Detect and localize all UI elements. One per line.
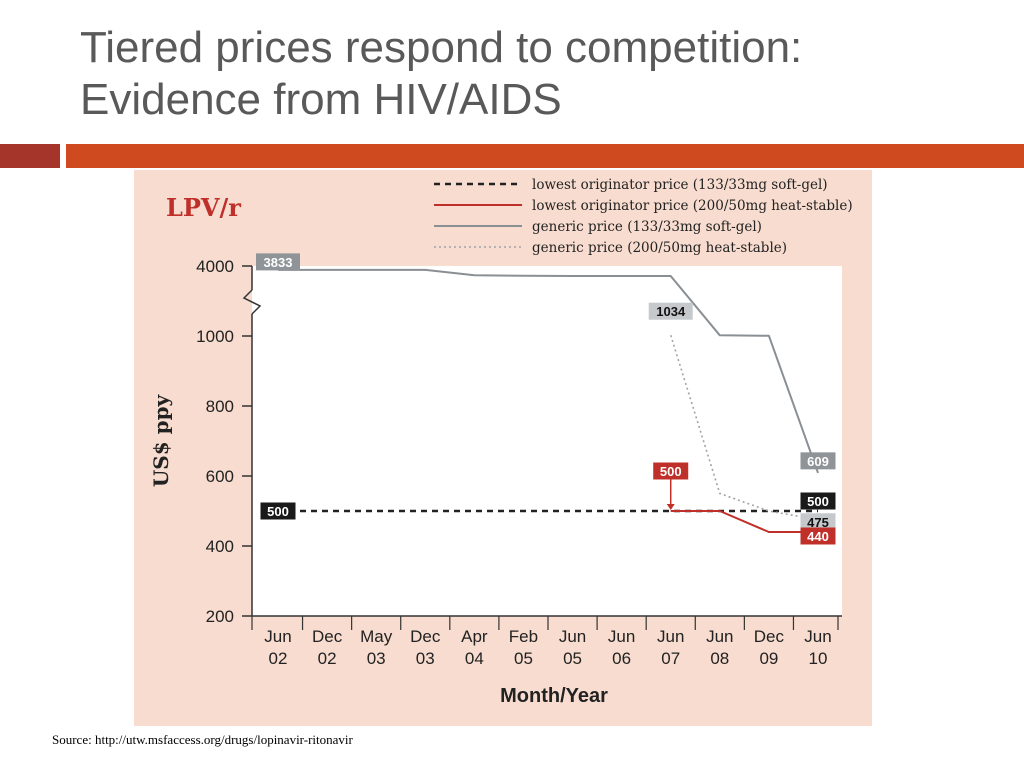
annotation-box (256, 253, 300, 271)
x-tick-label-year: 02 (269, 649, 288, 668)
slide-title: Tiered prices respond to competition: Ev… (80, 22, 980, 126)
x-tick-label-month: Dec (754, 627, 785, 646)
x-tick-label-month: Apr (461, 627, 488, 646)
x-tick-label-month: Jun (657, 627, 684, 646)
y-tick-label: 200 (206, 607, 234, 626)
annotation-box (260, 502, 296, 520)
x-tick-label-year: 02 (318, 649, 337, 668)
x-tick-label-year: 03 (416, 649, 435, 668)
y-axis-break (242, 289, 262, 315)
annotation-box (653, 462, 689, 480)
x-tick-label-year: 09 (759, 649, 778, 668)
annotation-label: 3833 (264, 255, 293, 270)
x-tick-label-month: Dec (410, 627, 441, 646)
x-tick-label-month: May (360, 627, 393, 646)
chart-title: LPV/r (166, 193, 241, 222)
y-tick-label: 4000 (196, 257, 234, 276)
x-tick-label-year: 07 (661, 649, 680, 668)
y-tick-label: 400 (206, 537, 234, 556)
annotation-label: 609 (807, 454, 829, 469)
x-tick-label-month: Dec (312, 627, 343, 646)
annotation-label: 475 (807, 515, 829, 530)
annotation-arrowhead (666, 504, 675, 510)
slide-title-line2: Evidence from HIV/AIDS (80, 75, 562, 124)
annotation-box (648, 302, 693, 320)
series-line-4 (669, 334, 819, 521)
annotation-label: 1034 (656, 304, 686, 319)
x-tick-label-month: Jun (559, 627, 586, 646)
x-axis-label: Month/Year (500, 685, 608, 707)
x-tick-label-month: Jun (264, 627, 291, 646)
annotation-box (800, 492, 836, 510)
annotation-label: 500 (660, 464, 682, 479)
x-tick-label-month: Jun (706, 627, 733, 646)
x-tick-label-year: 04 (465, 649, 484, 668)
accent-bar-right (66, 144, 1024, 168)
x-tick-label-year: 06 (612, 649, 631, 668)
x-tick-label-year: 08 (710, 649, 729, 668)
x-tick-label-year: 05 (563, 649, 582, 668)
annotation-label: 500 (807, 494, 829, 509)
x-tick-label-year: 10 (809, 649, 828, 668)
x-tick-label-year: 03 (367, 649, 386, 668)
legend-label: lowest originator price (133/33mg soft-g… (532, 177, 828, 193)
source-note: Source: http://utw.msfaccess.org/drugs/l… (52, 732, 353, 747)
annotation-label: 440 (807, 529, 829, 544)
legend-label: generic price (200/50mg heat-stable) (532, 240, 787, 256)
x-tick-label-month: Jun (804, 627, 831, 646)
annotation-box (800, 527, 836, 545)
series-line-2 (670, 510, 818, 533)
y-axis-label: US$ ppy (149, 393, 173, 487)
y-tick-label: 800 (206, 397, 234, 416)
x-tick-label-month: Feb (509, 627, 538, 646)
annotation-label: 500 (267, 504, 289, 519)
x-tick-label-year: 05 (514, 649, 533, 668)
y-tick-label: 600 (206, 467, 234, 486)
chart-panel: LPV/r 200 400 600 800 1000 4000 Jun 02 Dec 02 May 03… (134, 170, 872, 726)
lpv-r-price-chart: LPV/r 200 400 600 800 1000 4000 Jun 02 Dec 02 May 03… (149, 177, 853, 707)
annotation-box (800, 513, 836, 531)
slide-title-line1: Tiered prices respond to competition: (80, 23, 803, 72)
legend-label: generic price (133/33mg soft-gel) (532, 219, 762, 235)
series-line-3 (278, 268, 819, 474)
y-tick-label: 1000 (196, 327, 234, 346)
x-tick-label-month: Jun (608, 627, 635, 646)
plot-area (252, 266, 842, 616)
legend-label: lowest originator price (200/50mg heat-s… (532, 198, 853, 214)
annotation-box (800, 452, 836, 470)
accent-bar-left (0, 144, 60, 168)
